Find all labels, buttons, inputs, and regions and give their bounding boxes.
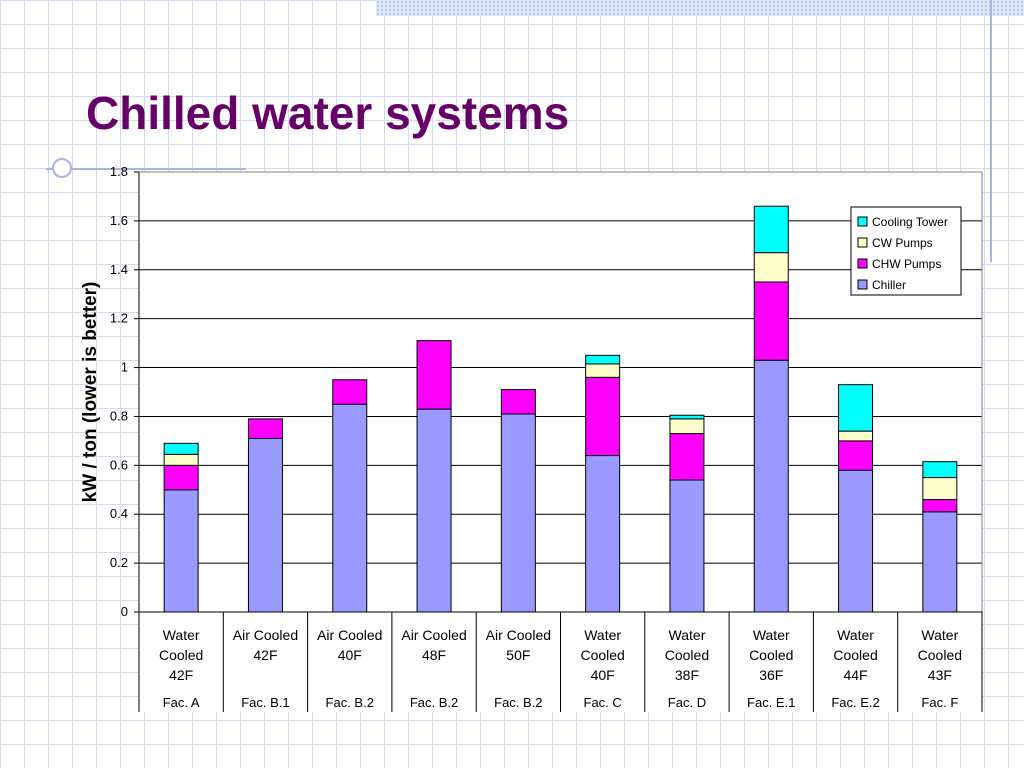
- bar-segment: [416, 408, 452, 613]
- bar-segment: [332, 403, 368, 613]
- y-tick-label: 0.2: [110, 555, 128, 570]
- bar-segment: [838, 469, 874, 613]
- x-tick-label: 40F: [591, 667, 615, 683]
- x-tick-label: Water: [163, 627, 200, 643]
- y-tick-label: 0.8: [110, 408, 128, 423]
- legend-label: Chiller: [872, 278, 906, 292]
- x-tick-label: Cooled: [918, 647, 962, 663]
- bar-segment: [922, 511, 958, 613]
- bar-segment: [753, 205, 789, 254]
- bar-segment: [922, 477, 958, 501]
- x-tick-label: 42F: [169, 667, 193, 683]
- x-tick-label: Cooled: [833, 647, 877, 663]
- y-tick-label: 0.4: [110, 506, 128, 521]
- x-tick-label: 38F: [675, 667, 699, 683]
- x-tick-label: Air Cooled: [401, 627, 466, 643]
- x-group-label: Fac. B.2: [410, 695, 458, 710]
- x-tick-label: Air Cooled: [486, 627, 551, 643]
- x-group-label: Fac. D: [668, 695, 706, 710]
- bar-segment: [669, 479, 705, 613]
- y-tick-label: 0.6: [110, 457, 128, 472]
- x-tick-label: Water: [584, 627, 621, 643]
- y-tick-label: 1.6: [110, 213, 128, 228]
- y-tick-label: 1.8: [110, 164, 128, 179]
- legend-box: [850, 206, 962, 296]
- x-tick-label: Air Cooled: [233, 627, 298, 643]
- x-tick-label: Water: [921, 627, 958, 643]
- bar-segment: [163, 442, 199, 455]
- top-decorative-band: [376, 0, 1024, 16]
- decorative-horizontal-line: [46, 168, 246, 170]
- bar-segment: [500, 389, 536, 415]
- page-title: Chilled water systems: [86, 87, 570, 139]
- bar-segment: [163, 464, 199, 491]
- bar-segment: [753, 281, 789, 361]
- bar-segment: [163, 453, 199, 466]
- bars: [163, 205, 958, 613]
- legend: Cooling Tower CW Pumps CHW Pumps Chiller: [850, 206, 962, 296]
- x-category-labels: Water Cooled 42F Fac. A Air Cooled 42F Fac. B.…: [159, 627, 962, 710]
- x-tick-label: 43F: [928, 667, 952, 683]
- x-tick-label: Cooled: [665, 647, 709, 663]
- y-tick-label: 1.2: [110, 311, 128, 326]
- bar-segment: [585, 354, 621, 365]
- bar-segment: [838, 384, 874, 432]
- x-tick-label: Water: [753, 627, 790, 643]
- bar-segment: [838, 430, 874, 442]
- x-group-label: Fac. A: [163, 695, 200, 710]
- y-tick-labels: 0 0.2 0.4 0.6 0.8 1 1.2 1.4 1.6 1.8: [110, 164, 128, 619]
- decorative-vertical-line: [990, 0, 992, 262]
- bar-segment: [247, 418, 283, 439]
- bar-segment: [922, 461, 958, 479]
- bar-segment: [163, 489, 199, 613]
- legend-swatch: [857, 258, 868, 269]
- x-tick-label: Air Cooled: [317, 627, 382, 643]
- y-tick-label: 0: [121, 604, 128, 619]
- x-tick-label: 42F: [253, 647, 277, 663]
- x-tick-label: Cooled: [580, 647, 624, 663]
- legend-swatch: [857, 216, 868, 227]
- axes: [138, 171, 983, 712]
- bar-segment: [922, 499, 958, 513]
- bar-segment: [247, 437, 283, 613]
- legend-label: Cooling Tower: [872, 215, 948, 229]
- bar-segment: [416, 340, 452, 410]
- legend-label: CW Pumps: [872, 236, 933, 250]
- bar-segment: [838, 440, 874, 471]
- bar-segment: [669, 414, 705, 420]
- x-tick-label: 44F: [843, 667, 867, 683]
- bar-segment: [500, 413, 536, 613]
- bar-segment: [669, 433, 705, 481]
- x-group-label: Fac. B.1: [241, 695, 289, 710]
- bar-segment: [332, 379, 368, 405]
- bar-segment: [669, 418, 705, 435]
- legend-label: CHW Pumps: [872, 257, 941, 271]
- decorative-circle: [52, 158, 72, 178]
- x-group-label: Fac. C: [584, 695, 622, 710]
- x-group-label: Fac. E.2: [831, 695, 879, 710]
- x-tick-label: 48F: [422, 647, 446, 663]
- x-tick-label: 50F: [506, 647, 530, 663]
- x-tick-label: 36F: [759, 667, 783, 683]
- x-tick-label: Cooled: [749, 647, 793, 663]
- y-tick-label: 1.4: [110, 262, 128, 277]
- y-tick-label: 1: [121, 360, 128, 375]
- x-tick-label: 40F: [338, 647, 362, 663]
- x-group-label: Fac. E.1: [747, 695, 795, 710]
- bar-segment: [753, 359, 789, 613]
- bar-segment: [585, 455, 621, 613]
- x-tick-label: Cooled: [159, 647, 203, 663]
- x-group-label: Fac. B.2: [494, 695, 542, 710]
- bar-segment: [585, 363, 621, 378]
- bar-segment: [753, 252, 789, 283]
- y-axis-label: kW / ton (lower is better): [80, 282, 101, 503]
- x-tick-label: Water: [669, 627, 706, 643]
- bar-segment: [585, 376, 621, 457]
- x-group-label: Fac. B.2: [326, 695, 374, 710]
- legend-swatch: [857, 237, 868, 248]
- x-tick-label: Water: [837, 627, 874, 643]
- x-group-label: Fac. F: [921, 695, 958, 710]
- legend-swatch: [857, 279, 868, 290]
